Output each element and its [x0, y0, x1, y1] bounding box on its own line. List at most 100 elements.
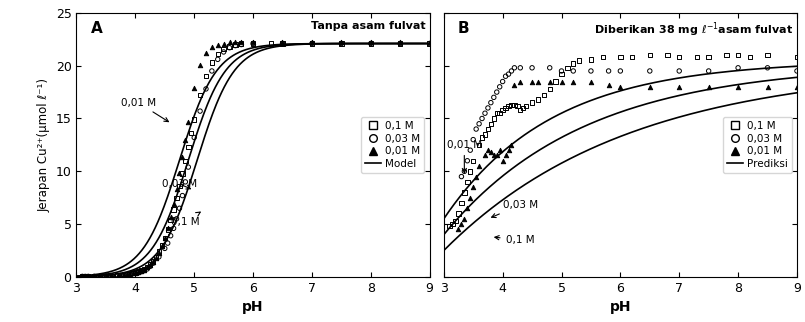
Point	[487, 153, 500, 158]
Point	[276, 40, 289, 45]
Point	[82, 274, 95, 279]
Point	[481, 105, 494, 110]
Point	[473, 142, 485, 147]
Point	[365, 41, 378, 46]
Point	[117, 272, 130, 277]
Point	[455, 200, 468, 205]
Point	[394, 40, 407, 45]
Point	[493, 111, 506, 116]
Point	[555, 68, 568, 73]
Point	[194, 62, 207, 67]
Point	[105, 273, 118, 279]
Point	[602, 68, 615, 73]
Point	[791, 84, 803, 90]
Point	[543, 79, 556, 84]
Text: 0,03 M: 0,03 M	[162, 179, 197, 189]
Legend: 0,1 M, 0,03 M, 0,01 M, Model: 0,1 M, 0,03 M, 0,01 M, Model	[361, 117, 424, 173]
Point	[625, 55, 638, 60]
Point	[478, 153, 491, 158]
Point	[614, 68, 627, 73]
Point	[702, 55, 715, 60]
Point	[481, 147, 494, 153]
Point	[126, 271, 138, 276]
Point	[461, 179, 474, 185]
Point	[508, 65, 521, 71]
Point	[173, 171, 186, 176]
Point	[458, 216, 471, 222]
Point	[134, 269, 147, 274]
Point	[235, 42, 248, 47]
Point	[155, 244, 168, 249]
Point	[159, 235, 171, 241]
Point	[114, 273, 127, 278]
Point	[490, 90, 503, 95]
Point	[732, 84, 745, 90]
Point	[526, 100, 539, 105]
Point	[229, 42, 242, 47]
X-axis label: pH: pH	[242, 300, 264, 314]
Text: 0,1 M: 0,1 M	[171, 212, 200, 227]
Point	[246, 41, 259, 46]
Point	[138, 266, 151, 271]
Text: B: B	[458, 21, 469, 36]
Point	[452, 227, 465, 232]
Point	[123, 271, 136, 276]
Point	[194, 93, 207, 98]
Point	[170, 195, 183, 200]
Point	[79, 274, 92, 279]
Point	[105, 273, 118, 279]
Point	[476, 135, 489, 140]
Point	[229, 43, 242, 48]
Point	[335, 41, 348, 46]
Point	[134, 269, 147, 274]
Point	[79, 274, 92, 279]
Point	[182, 145, 195, 150]
Point	[211, 42, 224, 47]
Point	[179, 179, 192, 185]
Point	[761, 84, 774, 90]
Point	[514, 79, 526, 84]
Point	[584, 79, 597, 84]
Point	[502, 147, 515, 153]
Point	[490, 111, 503, 116]
Point	[246, 41, 259, 46]
Point	[138, 267, 151, 272]
Point	[493, 147, 506, 153]
Point	[182, 119, 195, 124]
Point	[200, 51, 213, 56]
Point	[761, 52, 774, 58]
Point	[502, 103, 515, 109]
Point	[170, 187, 183, 192]
Point	[508, 102, 521, 107]
Point	[464, 195, 477, 200]
Point	[691, 55, 704, 60]
Point	[223, 40, 236, 45]
Point	[597, 55, 609, 60]
Point	[485, 150, 497, 155]
Point	[702, 68, 715, 73]
Point	[100, 273, 113, 279]
Point	[493, 84, 506, 90]
Point	[205, 44, 218, 49]
Point	[93, 274, 106, 279]
Point	[147, 260, 159, 266]
Point	[117, 272, 130, 277]
Point	[276, 41, 289, 46]
Point	[161, 226, 174, 231]
Point	[614, 84, 627, 90]
Point	[335, 40, 348, 45]
Point	[200, 74, 213, 79]
X-axis label: pH: pH	[609, 300, 631, 314]
Point	[123, 272, 136, 277]
Point	[487, 95, 500, 100]
Text: A: A	[91, 21, 102, 36]
Point	[476, 116, 489, 121]
Point	[561, 65, 574, 71]
Point	[455, 174, 468, 179]
Point	[496, 158, 509, 163]
Point	[531, 79, 544, 84]
Point	[673, 68, 686, 73]
Point	[223, 44, 236, 49]
Point	[455, 222, 468, 227]
Point	[173, 184, 186, 189]
